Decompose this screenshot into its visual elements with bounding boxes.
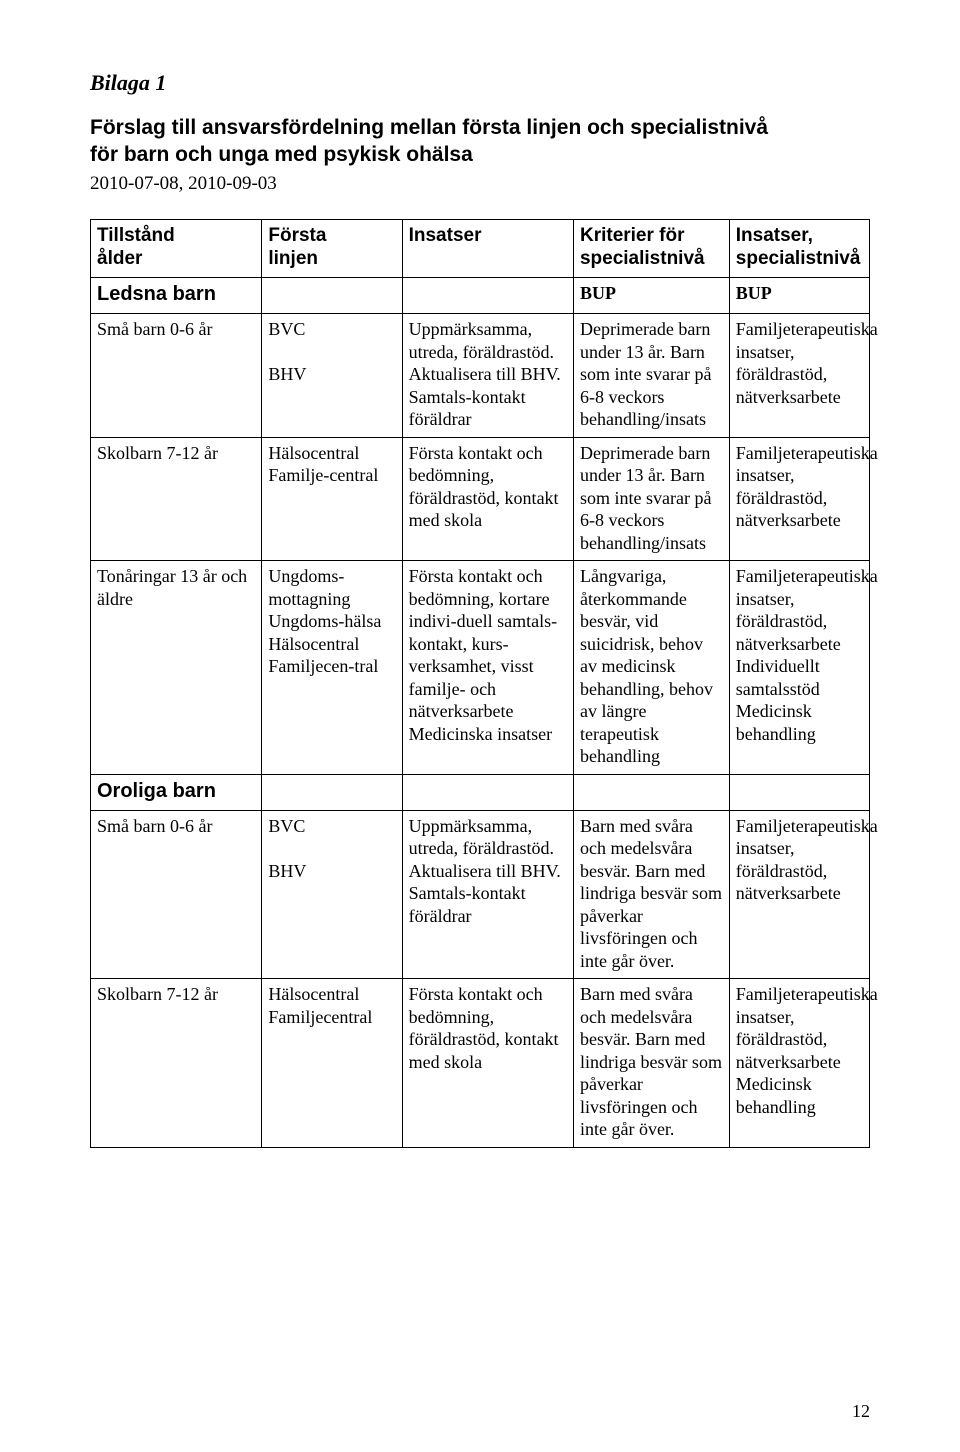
cell-specialist: Familjeterapeutiska insatser, föräldrast… (729, 810, 869, 979)
cell-insatser: Uppmärksamma, utreda, föräldrastöd. Aktu… (402, 314, 573, 438)
cell-insatser: Första kontakt och bedömning, föräldrast… (402, 979, 573, 1148)
cell-age: Små barn 0-6 år (91, 314, 262, 438)
hdr-text: specialistnivå (580, 248, 705, 269)
hdr-text: Kriterier för (580, 225, 685, 246)
cell-kriterier: Långvariga, återkommande besvär, vid sui… (573, 561, 729, 775)
empty-cell (262, 278, 402, 314)
cell-insatser: Första kontakt och bedömning, kortare in… (402, 561, 573, 775)
cell-specialist: Familjeterapeutiska insatser, föräldrast… (729, 561, 869, 775)
table-row: Små barn 0-6 år BVC BHV Uppmärksamma, ut… (91, 314, 870, 438)
cell-kriterier: Deprimerade barn under 13 år. Barn som i… (573, 437, 729, 561)
cell-kriterier: Deprimerade barn under 13 år. Barn som i… (573, 314, 729, 438)
empty-cell (402, 278, 573, 314)
hdr-insatser: Insatser (402, 219, 573, 278)
cell-age: Skolbarn 7-12 år (91, 437, 262, 561)
section-row-ledsna: Ledsna barn BUP BUP (91, 278, 870, 314)
cell-insatser: Första kontakt och bedömning, föräldrast… (402, 437, 573, 561)
hdr-kriterier: Kriterier för specialistnivå (573, 219, 729, 278)
cell-linjen: Ungdoms-mottagning Ungdoms-hälsa Hälsoce… (262, 561, 402, 775)
cell-specialist: Familjeterapeutiska insatser, föräldrast… (729, 437, 869, 561)
cell-specialist: Familjeterapeutiska insatser, föräldrast… (729, 979, 869, 1148)
bup-cell: BUP (573, 278, 729, 314)
hdr-text: specialistnivå (736, 248, 861, 269)
cell-age: Små barn 0-6 år (91, 810, 262, 979)
section-row-oroliga: Oroliga barn (91, 774, 870, 810)
doc-title: Förslag till ansvarsfördelning mellan fö… (90, 114, 870, 169)
page-number: 12 (852, 1401, 870, 1422)
hdr-forsta-linjen: Första linjen (262, 219, 402, 278)
page: Bilaga 1 Förslag till ansvarsfördelning … (0, 0, 960, 1452)
bup-cell: BUP (729, 278, 869, 314)
title-line-2: för barn och unga med psykisk ohälsa (90, 143, 473, 166)
hdr-text: Tillstånd (97, 225, 175, 246)
section-label-ledsna: Ledsna barn (91, 278, 262, 314)
cell-kriterier: Barn med svåra och medelsvåra besvär. Ba… (573, 979, 729, 1148)
cell-linjen: BVC BHV (262, 314, 402, 438)
cell-insatser: Uppmärksamma, utreda, föräldrastöd. Aktu… (402, 810, 573, 979)
attachment-label: Bilaga 1 (90, 70, 870, 96)
doc-dates: 2010-07-08, 2010-09-03 (90, 173, 870, 195)
table-row: Små barn 0-6 år BVC BHV Uppmärksamma, ut… (91, 810, 870, 979)
hdr-text: Insatser, (736, 225, 813, 246)
cell-age: Tonåringar 13 år och äldre (91, 561, 262, 775)
hdr-insatser-specialist: Insatser, specialistnivå (729, 219, 869, 278)
table-row: Skolbarn 7-12 år Hälsocentral Familje-ce… (91, 437, 870, 561)
hdr-tillstand: Tillstånd ålder (91, 219, 262, 278)
cell-linjen: Hälsocentral Familjecentral (262, 979, 402, 1148)
section-label-oroliga: Oroliga barn (91, 774, 262, 810)
hdr-text: Första (268, 225, 326, 246)
cell-kriterier: Barn med svåra och medelsvåra besvär. Ba… (573, 810, 729, 979)
empty-cell (729, 774, 869, 810)
main-table: Tillstånd ålder Första linjen Insatser K… (90, 219, 870, 1148)
table-row: Tonåringar 13 år och äldre Ungdoms-motta… (91, 561, 870, 775)
cell-linjen: BVC BHV (262, 810, 402, 979)
hdr-text: linjen (268, 248, 318, 269)
hdr-text: ålder (97, 248, 142, 269)
cell-age: Skolbarn 7-12 år (91, 979, 262, 1148)
table-header-row: Tillstånd ålder Första linjen Insatser K… (91, 219, 870, 278)
cell-linjen: Hälsocentral Familje-central (262, 437, 402, 561)
cell-specialist: Familjeterapeutiska insatser, föräldrast… (729, 314, 869, 438)
empty-cell (573, 774, 729, 810)
table-row: Skolbarn 7-12 år Hälsocentral Familjecen… (91, 979, 870, 1148)
empty-cell (262, 774, 402, 810)
title-line-1: Förslag till ansvarsfördelning mellan fö… (90, 116, 768, 139)
empty-cell (402, 774, 573, 810)
